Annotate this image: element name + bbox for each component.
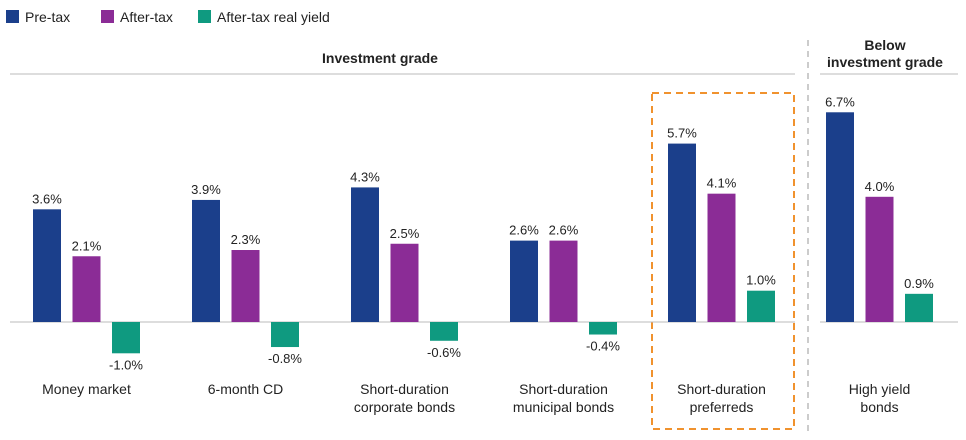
group-label: Investment grade <box>322 50 438 66</box>
bar <box>351 187 379 322</box>
category-label: Short-duration <box>360 381 449 397</box>
category-label: High yield <box>849 381 910 397</box>
bar <box>549 240 578 322</box>
category-label: Short-duration <box>677 381 766 397</box>
bar <box>112 322 140 354</box>
legend-swatch-2 <box>198 10 211 23</box>
data-label: 3.6% <box>32 191 62 206</box>
data-label: -0.8% <box>268 351 302 366</box>
category-label: preferreds <box>690 399 754 415</box>
bar <box>390 243 419 322</box>
bar <box>72 256 101 322</box>
data-label: 3.9% <box>191 182 221 197</box>
data-label: 5.7% <box>667 126 697 141</box>
bar <box>33 209 61 322</box>
category-label: bonds <box>860 399 898 415</box>
data-label: 0.9% <box>904 276 934 291</box>
bar <box>826 112 854 322</box>
category-label: corporate bonds <box>354 399 455 415</box>
bar <box>707 193 736 322</box>
data-label: 6.7% <box>825 94 855 109</box>
category-label: Short-duration <box>519 381 608 397</box>
legend-label-0: Pre-tax <box>25 9 70 25</box>
data-label: 2.5% <box>390 226 420 241</box>
data-label: -1.0% <box>109 357 143 372</box>
data-label: 4.3% <box>350 169 380 184</box>
legend-swatch-0 <box>6 10 19 23</box>
data-label: 1.0% <box>746 273 776 288</box>
bar <box>905 293 933 322</box>
bar <box>668 143 696 322</box>
category-label: 6-month CD <box>208 381 283 397</box>
bar <box>271 322 299 348</box>
data-label: 2.1% <box>72 238 102 253</box>
data-label: 4.1% <box>707 176 737 191</box>
data-label: 2.6% <box>509 223 539 238</box>
data-label: -0.4% <box>586 339 620 354</box>
bar <box>430 322 458 341</box>
data-label: -0.6% <box>427 345 461 360</box>
data-label: 2.6% <box>549 223 579 238</box>
data-label: 2.3% <box>231 232 261 247</box>
legend-label-2: After-tax real yield <box>217 9 330 25</box>
legend-swatch-1 <box>101 10 114 23</box>
group-label: Below <box>864 37 905 53</box>
bar <box>510 240 538 322</box>
bar <box>747 290 775 322</box>
category-label: municipal bonds <box>513 399 614 415</box>
bar <box>192 199 220 322</box>
group-label: investment grade <box>827 54 943 70</box>
bar <box>589 322 617 335</box>
bar <box>231 250 260 322</box>
legend-label-1: After-tax <box>120 9 173 25</box>
data-label: 4.0% <box>865 179 895 194</box>
bar <box>865 196 894 322</box>
category-label: Money market <box>42 381 131 397</box>
